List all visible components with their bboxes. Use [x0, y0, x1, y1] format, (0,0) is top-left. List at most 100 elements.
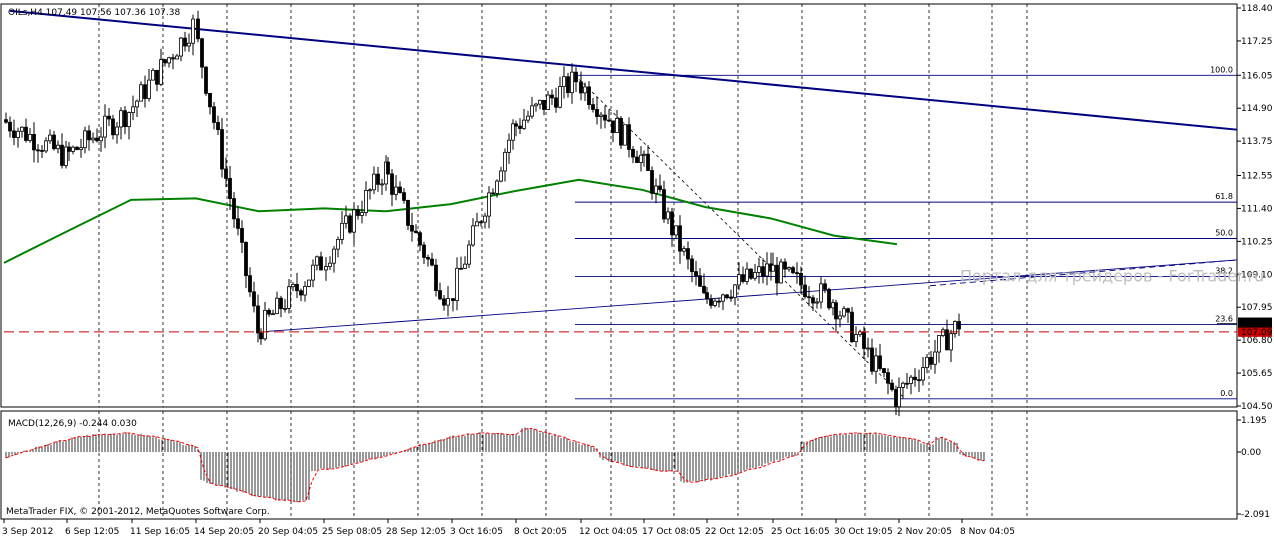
candle-body	[546, 94, 550, 110]
candle-body	[725, 294, 729, 298]
candle-body	[530, 105, 534, 117]
fib-level-label: 0.0	[1220, 389, 1233, 398]
candle-body	[550, 94, 554, 99]
candle-body	[591, 104, 595, 110]
candle-body	[291, 283, 295, 288]
candle-body	[131, 106, 135, 113]
candle-body	[627, 124, 631, 150]
candle-body	[394, 186, 398, 195]
candle-body	[167, 57, 171, 64]
candle-body	[36, 149, 40, 152]
candle-body	[499, 170, 503, 182]
symbol-header: OILs,H4 107.49 107.56 107.36 107.38	[8, 8, 180, 18]
candle-body	[200, 38, 204, 68]
candle-body	[263, 309, 267, 340]
candle-body	[344, 215, 348, 224]
candle-body	[20, 126, 24, 132]
candle-body	[360, 212, 364, 216]
candle-body	[562, 76, 566, 87]
time-axis-label: 25 Oct 16:05	[771, 527, 830, 537]
candle-body	[228, 177, 232, 199]
candle-body	[175, 55, 179, 60]
macd-axis-label: -2.091	[1241, 510, 1270, 520]
candle-body	[522, 119, 526, 129]
candle-body	[87, 130, 91, 141]
candle-body	[244, 241, 248, 277]
candle-body	[658, 185, 662, 190]
candle-body	[75, 146, 79, 150]
candle-body	[28, 133, 32, 141]
candle-body	[8, 121, 12, 132]
candle-body	[348, 215, 352, 233]
candle-body	[765, 263, 769, 277]
candle-body	[398, 186, 402, 194]
candle-body	[874, 355, 878, 372]
candle-body	[336, 239, 340, 250]
price-panel-frame	[0, 3, 1238, 408]
candle-body	[315, 256, 319, 266]
time-axis-label: 14 Sep 20:05	[194, 527, 254, 537]
candle-body	[123, 110, 127, 128]
candle-body	[518, 125, 522, 129]
candle-body	[67, 146, 71, 152]
candle-body	[283, 307, 287, 310]
candle-body	[163, 59, 167, 64]
candle-body	[332, 248, 336, 264]
fib-level-label: 23.6	[1215, 314, 1233, 323]
candle-body	[475, 221, 479, 227]
candle-body	[823, 283, 827, 290]
candle-body	[495, 180, 499, 194]
fib-level-label: 50.0	[1215, 228, 1233, 237]
candle-body	[811, 297, 815, 304]
candle-body	[607, 119, 611, 122]
candle-body	[483, 215, 487, 223]
candle-body	[430, 258, 434, 266]
candle-body	[442, 298, 446, 306]
candle-body	[267, 309, 271, 315]
candle-body	[319, 256, 323, 271]
candle-body	[24, 126, 28, 141]
candle-body	[890, 382, 894, 390]
copyright-text: MetaTrader FIX, © 2001-2012, MetaQuotes …	[6, 507, 270, 517]
price-tick-label: 109.10	[1241, 270, 1273, 280]
price-tick-label: 106.80	[1241, 336, 1273, 346]
time-axis-label: 20 Sep 04:05	[258, 527, 318, 537]
candle-body	[690, 258, 694, 273]
candle-body	[328, 262, 332, 267]
candle-body	[259, 332, 263, 340]
price-tick-label: 117.25	[1241, 37, 1273, 47]
candle-body	[279, 297, 283, 310]
moving-average-line	[3, 178, 898, 264]
fib-level-label: 100.0	[1210, 65, 1233, 74]
downtrend-line	[9, 9, 1238, 131]
price-tick-label: 104.50	[1241, 402, 1273, 412]
candle-body	[127, 112, 131, 128]
current-price-label: 107.38	[1241, 319, 1273, 329]
candle-body	[670, 211, 674, 236]
candle-body	[917, 379, 921, 382]
candle-body	[91, 137, 95, 141]
candle-body	[694, 271, 698, 277]
candle-body	[846, 308, 850, 313]
candle-body	[757, 266, 761, 273]
candle-body	[838, 315, 842, 320]
candle-body	[682, 248, 686, 252]
candle-body	[252, 291, 256, 307]
candle-body	[603, 114, 607, 121]
candle-body	[807, 296, 811, 299]
candle-body	[783, 261, 787, 270]
candle-body	[646, 153, 650, 171]
candle-body	[662, 189, 666, 220]
candle-body	[79, 147, 83, 150]
candle-body	[678, 225, 682, 252]
candle-body	[390, 173, 394, 195]
time-axis-label: 3 Sep 2012	[2, 527, 53, 537]
candle-body	[212, 106, 216, 123]
time-axis-label: 22 Oct 12:05	[705, 527, 764, 537]
candle-body	[771, 264, 775, 272]
macd-panel-frame	[0, 410, 1238, 520]
time-axis-label: 8 Nov 04:05	[960, 527, 1015, 537]
candle-body	[459, 267, 463, 270]
candle-body	[340, 222, 344, 240]
candle-body	[64, 146, 68, 166]
